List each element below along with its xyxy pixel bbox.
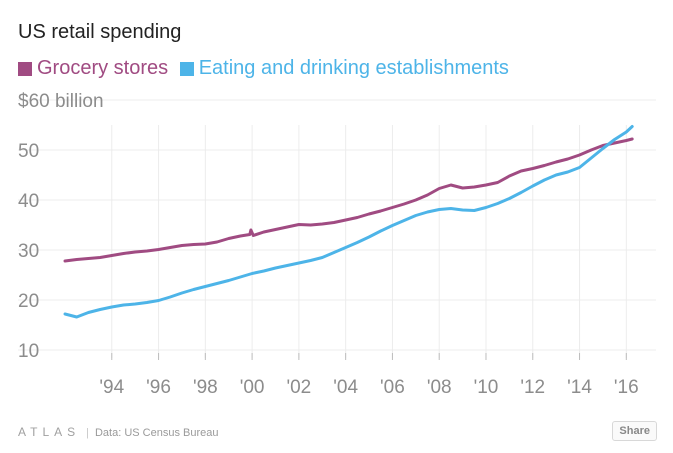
y-tick-label-30: 30 [18, 241, 39, 262]
legend: Grocery stores Eating and drinking estab… [18, 57, 515, 82]
x-tick-label-1994: '94 [99, 377, 124, 398]
x-tick-label-2014: '14 [567, 377, 592, 398]
x-tick-label-2000: '00 [240, 377, 265, 398]
legend-item-eating: Eating and drinking establishments [179, 57, 509, 80]
x-tick-label-2016: '16 [614, 377, 639, 398]
x-tick-label-2010: '10 [474, 377, 499, 398]
legend-swatch-eating [179, 61, 194, 76]
series-line-eating-drinking [63, 125, 634, 319]
series-line-grocery-stores [63, 137, 634, 263]
footer: ATLAS | Data: US Census Bureau [18, 425, 219, 439]
share-button[interactable]: Share [612, 421, 657, 441]
y-tick-label-20: 20 [18, 291, 39, 312]
legend-label-grocery: Grocery stores [37, 57, 169, 79]
y-tick-label-50: 50 [18, 141, 39, 162]
y-tick-label-40: 40 [18, 191, 39, 212]
chart-title: US retail spending [18, 21, 182, 43]
y-tick-label-60: $60 billion [18, 91, 104, 112]
x-tick-label-1996: '96 [146, 377, 171, 398]
footer-separator: | [86, 427, 89, 439]
atlas-logo: ATLAS [18, 425, 81, 439]
legend-label-eating: Eating and drinking establishments [198, 57, 509, 79]
source-note: Data: US Census Bureau [94, 427, 219, 439]
x-tick-label-2002: '02 [286, 377, 311, 398]
x-tick-label-1998: '98 [193, 377, 218, 398]
x-tick-label-2006: '06 [380, 377, 405, 398]
x-tick-label-2008: '08 [427, 377, 452, 398]
legend-item-grocery: Grocery stores [18, 57, 168, 80]
legend-swatch-grocery [18, 61, 32, 76]
x-tick-label-2012: '12 [520, 377, 545, 398]
y-tick-label-10: 10 [18, 341, 39, 362]
x-tick-label-2004: '04 [333, 377, 358, 398]
